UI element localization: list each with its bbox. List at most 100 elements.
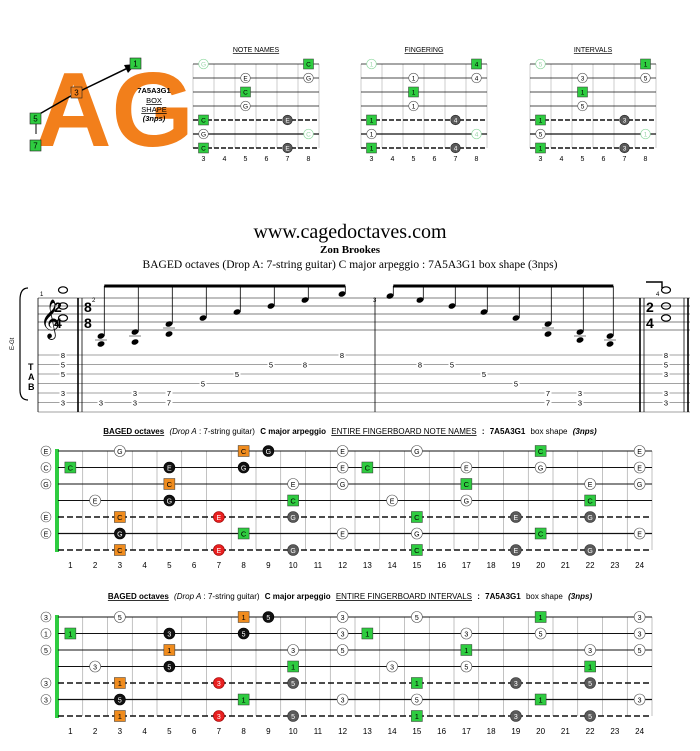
note-marker [213, 544, 225, 556]
measure-number: 1 [40, 292, 44, 298]
fret-number: 8 [241, 727, 246, 736]
note-marker [510, 544, 522, 556]
note-marker [287, 677, 299, 689]
mini-fret-number: 5 [412, 156, 416, 163]
marker-label: 1 [68, 629, 72, 638]
marker-label: 1 [365, 629, 369, 638]
fret-number: 7 [217, 727, 222, 736]
fret-number: 10 [289, 727, 298, 736]
note-marker [213, 710, 225, 722]
author-name: Zon Brookes [320, 244, 381, 256]
note-marker [336, 478, 349, 490]
eighth-note [338, 291, 346, 297]
mini-note-marker [619, 114, 630, 126]
tab-number: 7 [167, 398, 171, 407]
note-marker [534, 461, 547, 474]
tab-number: 5 [269, 360, 273, 369]
open-string-label: C [43, 465, 48, 472]
mini-note-marker [282, 114, 293, 126]
fret-number: 17 [462, 561, 471, 570]
shape-nps-label: (3nps) [143, 114, 166, 123]
root-marker [411, 677, 423, 689]
site-url[interactable]: www.cagedoctaves.com [253, 221, 447, 243]
marker-label: 1 [539, 613, 543, 622]
note-marker [163, 461, 176, 474]
tab-number: 5 [61, 370, 65, 379]
logo-label: 7 [33, 142, 38, 151]
tab-number-bg [576, 398, 584, 407]
marker-label: C [290, 496, 296, 505]
marker-label: G [464, 498, 469, 505]
note-marker [287, 511, 299, 523]
note-marker [336, 611, 349, 623]
mini-note-marker [198, 128, 209, 140]
mini-title: INTERVALS [574, 47, 613, 54]
marker-label: G [587, 548, 592, 555]
mini-marker-label: 1 [370, 62, 374, 69]
mini-marker-label: 1 [644, 132, 648, 139]
board1-title-part: ENTIRE FINGERBOARD NOTE NAMES [331, 427, 476, 436]
board1-title-part: (3nps) [573, 427, 597, 436]
marker-label: 3 [514, 714, 518, 721]
tab-number-bg [662, 360, 670, 369]
mini-fret-number: 7 [623, 156, 627, 163]
note-marker [213, 511, 225, 523]
mini-note-marker [450, 114, 461, 126]
mini-fret-number: 3 [539, 156, 543, 163]
tab-number: 8 [664, 351, 668, 360]
mini-marker-label: E [243, 76, 248, 83]
fret-number: 14 [388, 727, 397, 736]
open-string-marker [40, 511, 52, 523]
marker-label: C [538, 447, 544, 456]
marker-label: G [167, 498, 172, 505]
mini-note-marker [640, 72, 651, 84]
board1-title-part: (Drop A [169, 427, 196, 436]
note-marker [89, 660, 101, 673]
mini-note-marker [408, 72, 419, 84]
mini-root-marker [198, 142, 209, 154]
measure-number: 4 [656, 292, 660, 298]
marker-label: 3 [638, 697, 642, 704]
board1-title: BAGED octaves (Drop A : 7-string guitar)… [103, 427, 597, 436]
fret-number: 19 [511, 727, 520, 736]
board1-title-part: 7A5A3G1 [490, 427, 526, 436]
mini-ghost-marker [471, 128, 482, 140]
marker-label: 3 [167, 631, 171, 638]
fret-number: 12 [338, 727, 347, 736]
note-marker [163, 660, 176, 673]
mini-ghost-marker [366, 58, 377, 70]
fret-number: 24 [635, 561, 644, 570]
shape-root-marker [114, 710, 126, 722]
root-marker [64, 627, 77, 640]
note-marker [336, 445, 349, 457]
marker-label: 5 [291, 681, 295, 688]
tab-number-bg [131, 398, 139, 407]
note-marker [336, 527, 349, 540]
note-marker [633, 611, 646, 623]
shape-root-marker [114, 511, 126, 523]
eighth-note [386, 293, 394, 299]
marker-label: E [514, 515, 519, 522]
mini-fret-number: 3 [202, 156, 206, 163]
eighth-note [544, 321, 552, 327]
note-marker [163, 627, 176, 640]
mini-note-marker [282, 142, 293, 154]
mini-marker-label: 1 [539, 118, 543, 125]
board1-title-part: : 7-string guitar) [199, 427, 255, 436]
marker-label: 5 [588, 714, 592, 721]
eighth-note [448, 303, 456, 309]
board1-title-part: box shape [531, 427, 568, 436]
fret-number: 9 [266, 727, 271, 736]
time-signature-bottom: 8 [84, 315, 92, 331]
open-string-marker [40, 478, 52, 490]
mini-fret-number: 4 [560, 156, 564, 163]
open-string-marker [40, 628, 52, 639]
eighth-note [97, 333, 105, 339]
marker-label: C [414, 546, 420, 555]
mini-marker-label: 1 [370, 146, 374, 153]
mini-root-marker [640, 58, 651, 70]
mini-marker-label: 1 [370, 132, 374, 139]
open-string-label: E [44, 449, 49, 456]
